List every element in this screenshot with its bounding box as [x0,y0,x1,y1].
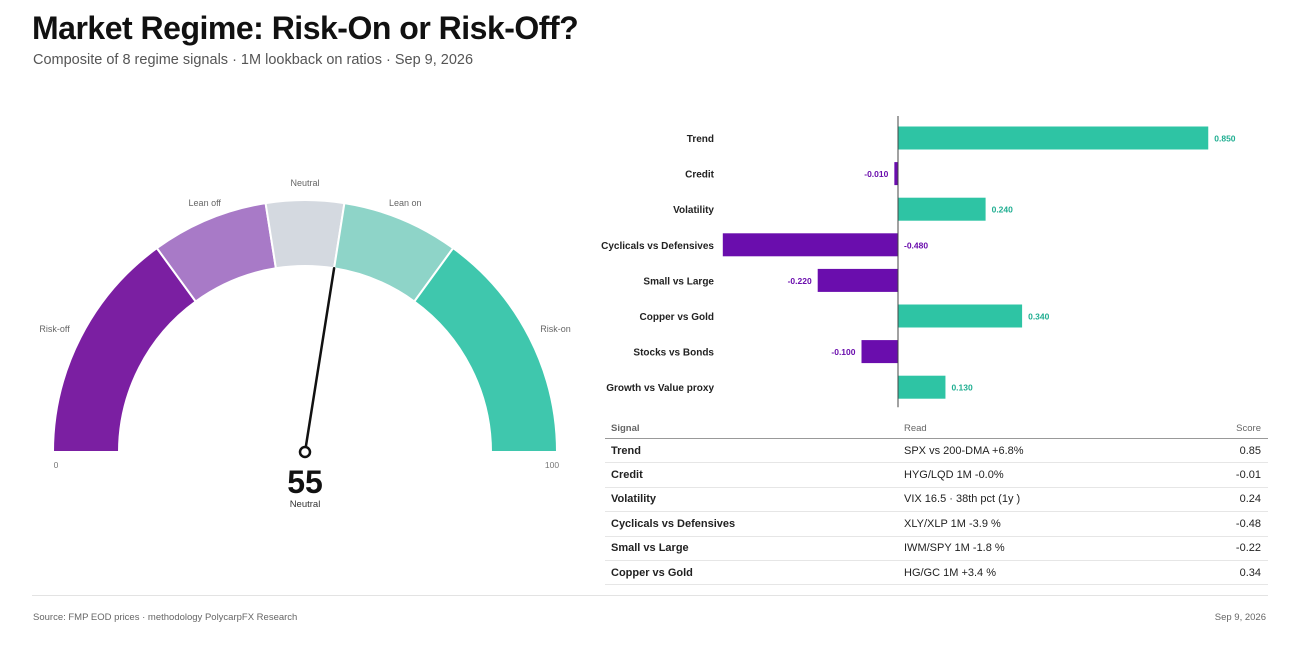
page-title: Market Regime: Risk-On or Risk-Off? [32,10,579,46]
data-label: 0.240 [992,205,1014,215]
footer-divider [32,595,1268,596]
data-label: 0.850 [1214,134,1236,144]
cell-read: IWM/SPY 1M -1.8 % [898,536,1210,561]
cell-read: XLY/XLP 1M -3.9 % [898,511,1210,537]
category-label: Credit [685,170,715,181]
category-label: Cyclicals vs Defensives [601,241,714,252]
category-label: Trend [687,134,714,145]
category-label: Stocks vs Bonds [633,348,714,359]
cell-read: VIX 16.5 · 38th pct (1y ) [898,487,1210,513]
category-label: Growth vs Value proxy [606,383,714,394]
table-row: Cyclicals vs Defensives XLY/XLP 1M -3.9 … [605,511,1268,537]
table-header-row: Signal Read Score [605,418,1268,439]
bar [898,126,1209,150]
signals-table: Signal Read Score Trend SPX vs 200-DMA +… [605,418,1268,586]
gauge-needle [303,267,336,454]
gauge-zone-label: Neutral [290,178,319,188]
gauge-state-label: Neutral [290,499,321,510]
data-label: -0.480 [904,240,928,250]
cell-read: HG/GC 1M +3.4 % [898,560,1210,586]
data-label: 0.130 [951,383,973,393]
gauge-max-label: 100 [545,460,559,470]
header-signal: Signal [605,418,898,439]
bar [898,197,986,221]
gauge-zone-label: Risk-off [39,324,70,334]
cell-score: -0.01 [1210,462,1268,488]
category-label: Small vs Large [643,276,714,287]
cell-read: HYG/LQD 1M -0.0% [898,462,1210,488]
cell-signal: Trend [605,438,898,464]
header-score: Score [1210,418,1268,439]
cell-score: 0.85 [1210,438,1268,464]
footer-date: Sep 9, 2026 [1214,612,1266,623]
cell-signal: Small vs Large [605,536,898,561]
table-row: Trend SPX vs 200-DMA +6.8% 0.85 [605,438,1268,464]
bar [894,162,898,186]
cell-score: 0.34 [1210,560,1268,586]
regime-gauge: Risk-off Lean off Neutral Lean on Risk-on 0 10… [39,178,571,510]
data-label: -0.100 [831,347,855,357]
cell-read: SPX vs 200-DMA +6.8% [898,438,1210,464]
data-label: 0.340 [1028,312,1050,322]
table-row: Small vs Large IWM/SPY 1M -1.8 % -0.22 [605,536,1268,561]
table-row: Credit HYG/LQD 1M -0.0% -0.01 [605,462,1268,488]
cell-signal: Volatility [605,487,898,513]
gauge-value: 55 [287,464,323,500]
bar [898,375,946,399]
cell-score: -0.48 [1210,511,1268,537]
cell-signal: Cyclicals vs Defensives [605,511,898,537]
bar [861,340,898,364]
gauge-needle-hub [298,445,312,459]
table-row: Volatility VIX 16.5 · 38th pct (1y ) 0.2… [605,487,1268,513]
gauge-zone-label: Lean off [189,198,222,208]
cell-score: -0.22 [1210,536,1268,561]
footer-source: Source: FMP EOD prices · methodology Pol… [33,612,298,623]
bar [722,233,898,257]
category-label: Volatility [673,205,714,216]
gauge-zone [51,246,198,453]
cell-signal: Credit [605,462,898,488]
category-label: Copper vs Gold [640,312,714,323]
header-read: Read [898,418,1210,439]
gauge-min-label: 0 [54,460,59,470]
gauge-zone [264,199,346,270]
bar [898,304,1023,328]
gauge-zone-label: Lean on [389,198,422,208]
cell-score: 0.24 [1210,487,1268,513]
page-subtitle: Composite of 8 regime signals · 1M lookb… [33,52,474,68]
bar [817,268,898,292]
gauge-zone-label: Risk-on [540,324,571,334]
data-label: -0.010 [864,169,888,179]
signal-bar-chart: Trend 0.850 Credit -0.010 Volatility 0.240 Cyc… [601,116,1236,408]
table-row: Copper vs Gold HG/GC 1M +3.4 % 0.34 [605,560,1268,586]
cell-signal: Copper vs Gold [605,560,898,586]
data-label: -0.220 [788,276,812,286]
gauge-zone [412,246,559,453]
